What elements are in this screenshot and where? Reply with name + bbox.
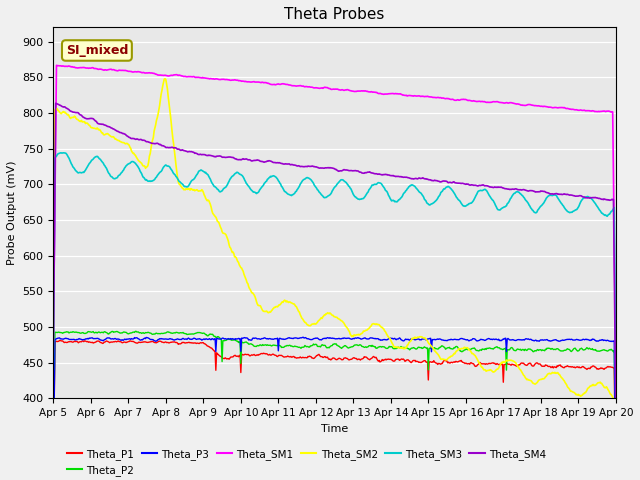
Theta_SM2 xyxy=(561,380,569,385)
Theta_P2 xyxy=(198,330,205,336)
Theta_P2 xyxy=(49,469,57,475)
Theta_SM4 xyxy=(52,100,60,106)
Theta_P3 xyxy=(437,336,445,342)
Theta_SM1 xyxy=(198,75,205,81)
Theta_SM3 xyxy=(381,187,389,193)
Theta_SM1 xyxy=(173,72,181,78)
Text: SI_mixed: SI_mixed xyxy=(66,44,128,57)
Theta_SM2 xyxy=(49,336,57,342)
Theta_P2 xyxy=(132,328,140,334)
Line: Theta_P1: Theta_P1 xyxy=(53,340,616,480)
Theta_P1 xyxy=(49,476,57,480)
Theta_SM4 xyxy=(561,192,569,197)
Theta_SM3 xyxy=(49,366,57,372)
Theta_SM1 xyxy=(327,86,335,92)
Theta_P2 xyxy=(561,348,569,353)
Theta_SM2 xyxy=(381,329,389,335)
Theta_P3 xyxy=(173,336,180,342)
Theta_P1 xyxy=(198,340,205,346)
Theta_SM2 xyxy=(437,356,445,362)
Line: Theta_SM2: Theta_SM2 xyxy=(53,79,616,480)
Theta_P1 xyxy=(561,364,569,370)
Theta_P1 xyxy=(381,356,389,362)
Theta_P1 xyxy=(437,361,445,367)
Title: Theta Probes: Theta Probes xyxy=(284,7,385,22)
Theta_P3 xyxy=(300,335,307,340)
Theta_SM3 xyxy=(437,190,445,195)
Theta_SM3 xyxy=(612,394,620,400)
Theta_SM1 xyxy=(52,62,60,68)
Line: Theta_SM1: Theta_SM1 xyxy=(53,65,616,367)
Theta_P3 xyxy=(49,474,57,480)
Theta_SM4 xyxy=(173,146,181,152)
Theta_SM3 xyxy=(173,176,181,181)
Theta_SM1 xyxy=(437,95,445,100)
Theta_P2 xyxy=(173,330,181,336)
Theta_P1 xyxy=(56,337,63,343)
Theta_SM4 xyxy=(327,165,335,171)
Theta_SM4 xyxy=(437,179,445,185)
Line: Theta_SM4: Theta_SM4 xyxy=(53,103,616,407)
Theta_SM4 xyxy=(381,171,389,177)
Theta_SM1 xyxy=(612,364,620,370)
Theta_P2 xyxy=(381,345,389,351)
Theta_P3 xyxy=(561,337,569,343)
Legend: Theta_P1, Theta_P2, Theta_P3, Theta_SM1, Theta_SM2, Theta_SM3, Theta_SM4: Theta_P1, Theta_P2, Theta_P3, Theta_SM1,… xyxy=(63,444,550,480)
Theta_P2 xyxy=(327,343,335,349)
Theta_SM2 xyxy=(161,76,169,82)
Theta_SM1 xyxy=(49,337,57,343)
Theta_SM2 xyxy=(198,187,205,192)
Line: Theta_P3: Theta_P3 xyxy=(53,337,616,478)
Theta_P1 xyxy=(173,340,181,346)
Theta_P3 xyxy=(381,337,389,343)
Theta_SM1 xyxy=(561,105,569,111)
Theta_P1 xyxy=(327,357,335,363)
Line: Theta_SM3: Theta_SM3 xyxy=(53,153,616,397)
Theta_SM3 xyxy=(561,206,569,212)
Theta_SM3 xyxy=(327,191,335,197)
Theta_SM1 xyxy=(381,91,389,97)
Theta_SM4 xyxy=(198,152,205,157)
Theta_SM2 xyxy=(173,175,181,180)
Theta_SM3 xyxy=(198,168,205,173)
Line: Theta_P2: Theta_P2 xyxy=(53,331,616,480)
Y-axis label: Probe Output (mV): Probe Output (mV) xyxy=(7,161,17,265)
Theta_P3 xyxy=(612,475,620,480)
Theta_P3 xyxy=(327,336,335,341)
Theta_P2 xyxy=(437,344,445,350)
X-axis label: Time: Time xyxy=(321,424,348,433)
Theta_SM4 xyxy=(612,404,620,410)
Theta_SM2 xyxy=(327,311,335,316)
Theta_SM3 xyxy=(60,150,67,156)
Theta_SM4 xyxy=(49,349,57,355)
Theta_P3 xyxy=(197,336,205,342)
